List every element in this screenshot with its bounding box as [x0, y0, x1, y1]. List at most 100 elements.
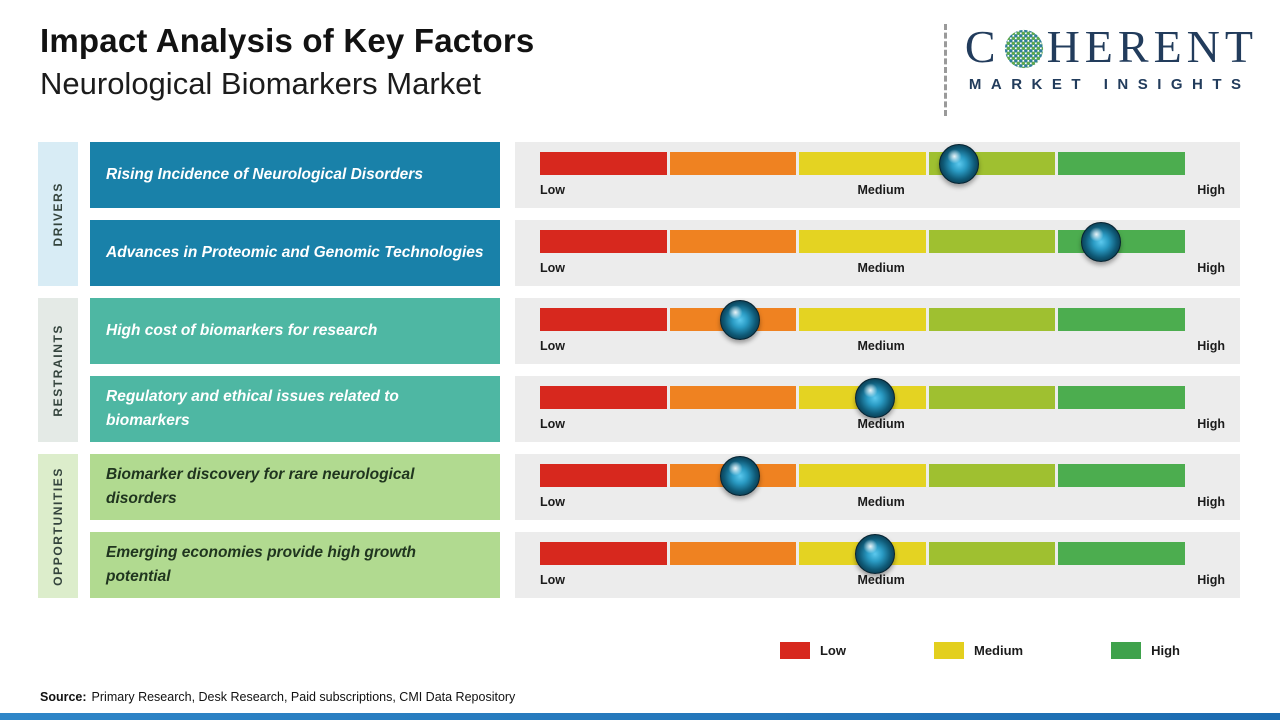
category-label-restraints: RESTRAINTS [51, 323, 65, 417]
source-label: Source: [40, 690, 87, 704]
legend-label-low: Low [819, 643, 846, 658]
bar-segment-low [540, 152, 667, 175]
logo-letter-c: C [964, 21, 1001, 72]
scale-label-high: High [1197, 573, 1225, 587]
bar-segment-low-mid [669, 230, 797, 253]
scale-label-high: High [1197, 495, 1225, 509]
page-title: Impact Analysis of Key Factors [40, 22, 535, 59]
bar-segment-low [540, 464, 667, 487]
factor-label: Regulatory and ethical issues related to… [90, 376, 500, 442]
legend-swatch-medium [933, 642, 964, 659]
bar-segment-high [1058, 230, 1185, 253]
impact-scale: Low Medium High [515, 376, 1240, 442]
scale-label-low: Low [540, 573, 565, 587]
factor-row: High cost of biomarkers for research [90, 298, 1240, 364]
scale-label-high: High [1197, 339, 1225, 353]
bar-segment-high [1058, 464, 1185, 487]
scale-label-medium: Medium [857, 183, 905, 197]
impact-scale: Low Medium High [515, 454, 1240, 520]
impact-scale: Low Medium High [515, 220, 1240, 286]
bar-segment-low [540, 230, 667, 253]
group-restraints: RESTRAINTS High cost of biomarkers for r… [38, 298, 1240, 442]
scale-label-medium: Medium [857, 573, 905, 587]
bar-segment-mid-high [928, 542, 1056, 565]
legend-item-high: High [1111, 642, 1180, 659]
impact-marker [719, 299, 760, 340]
category-label-drivers: DRIVERS [51, 181, 65, 247]
globe-icon [1004, 29, 1043, 69]
impact-marker [719, 455, 760, 496]
bar-segment-low [540, 542, 667, 565]
logo-wordmark: C [965, 24, 1258, 70]
legend-item-medium: Medium [933, 642, 1024, 659]
factor-label: Biomarker discovery for rare neurologica… [90, 454, 500, 520]
legend: Low Medium High [0, 642, 1180, 659]
scale-label-low: Low [540, 261, 565, 275]
factor-label: High cost of biomarkers for research [90, 298, 500, 364]
bar-segment-high [1058, 386, 1185, 409]
company-logo: C [965, 24, 1258, 94]
impact-marker [939, 143, 980, 184]
factor-row: Advances in Proteomic and Genomic Techno… [90, 220, 1240, 286]
bar-segment-high [1058, 542, 1185, 565]
bar-segment-mid-high [928, 386, 1056, 409]
bar-segment-high [1058, 152, 1185, 175]
bar-segment-low-mid [669, 542, 797, 565]
category-label-opportunities: OPPORTUNITIES [51, 466, 65, 586]
impact-marker [855, 377, 896, 418]
impact-gradient-bar [540, 308, 1185, 331]
bar-segment-medium [799, 230, 926, 253]
scale-label-high: High [1197, 183, 1225, 197]
scale-label-low: Low [540, 339, 565, 353]
scale-label-high: High [1197, 417, 1225, 431]
legend-swatch-low [779, 642, 810, 659]
bar-segment-mid-high [928, 308, 1056, 331]
impact-gradient-bar [540, 152, 1185, 175]
bar-segment-medium [799, 152, 926, 175]
scale-label-low: Low [540, 417, 565, 431]
impact-marker [855, 533, 896, 574]
scale-label-high: High [1197, 261, 1225, 275]
legend-label-medium: Medium [973, 643, 1024, 658]
factor-label: Advances in Proteomic and Genomic Techno… [90, 220, 500, 286]
bar-segment-medium [799, 308, 926, 331]
impact-matrix: DRIVERS Rising Incidence of Neurological… [38, 142, 1240, 598]
header: Impact Analysis of Key Factors Neurologi… [0, 0, 1280, 116]
impact-scale: Low Medium High [515, 298, 1240, 364]
logo-block: C [943, 24, 1258, 116]
scale-label-medium: Medium [857, 339, 905, 353]
category-strip-restraints: RESTRAINTS [38, 298, 78, 442]
titles: Impact Analysis of Key Factors Neurologi… [40, 22, 534, 102]
group-opportunities: OPPORTUNITIES Biomarker discovery for ra… [38, 454, 1240, 598]
source-line: Source: Primary Research, Desk Research, … [40, 690, 515, 704]
source-text: Primary Research, Desk Research, Paid su… [91, 690, 516, 704]
factor-label: Rising Incidence of Neurological Disorde… [90, 142, 500, 208]
bar-segment-low-mid [669, 152, 797, 175]
scale-label-medium: Medium [857, 417, 905, 431]
factor-row: Regulatory and ethical issues related to… [90, 376, 1240, 442]
legend-item-low: Low [779, 642, 846, 659]
factor-row: Emerging economies provide high growth p… [90, 532, 1240, 598]
impact-scale: Low Medium High [515, 142, 1240, 208]
scale-label-medium: Medium [857, 261, 905, 275]
logo-letters-herent: HERENT [1046, 21, 1258, 72]
legend-swatch-high [1111, 642, 1142, 659]
impact-gradient-bar [540, 464, 1185, 487]
footer-accent-bar [0, 713, 1280, 720]
impact-scale: Low Medium High [515, 532, 1240, 598]
scale-label-medium: Medium [857, 495, 905, 509]
scale-label-low: Low [540, 495, 565, 509]
bar-segment-mid-high [928, 464, 1056, 487]
dashed-separator [943, 24, 947, 116]
bar-segment-low [540, 386, 667, 409]
category-strip-drivers: DRIVERS [38, 142, 78, 286]
impact-marker [1081, 221, 1122, 262]
category-strip-opportunities: OPPORTUNITIES [38, 454, 78, 598]
factor-label: Emerging economies provide high growth p… [90, 532, 500, 598]
factor-row: Rising Incidence of Neurological Disorde… [90, 142, 1240, 208]
page-subtitle: Neurological Biomarkers Market [40, 66, 482, 101]
bar-segment-low-mid [669, 386, 797, 409]
legend-label-high: High [1151, 643, 1180, 658]
bar-segment-mid-high [928, 230, 1056, 253]
